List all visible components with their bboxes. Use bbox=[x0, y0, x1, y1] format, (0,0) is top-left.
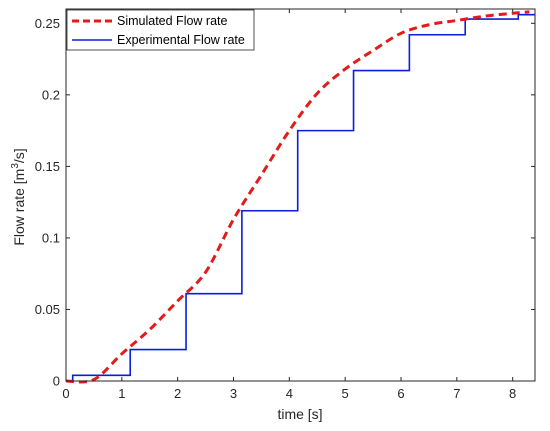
y-tick-label: 0.2 bbox=[42, 87, 60, 102]
series-line-experimental bbox=[66, 13, 535, 382]
legend-box bbox=[66, 9, 255, 51]
y-axis-label-superscript: 3 bbox=[10, 163, 21, 169]
x-tick-label: 8 bbox=[509, 386, 516, 401]
y-tick-label: 0 bbox=[53, 374, 60, 389]
x-axis-label: time [s] bbox=[277, 406, 322, 422]
x-tick-label: 1 bbox=[118, 386, 125, 401]
x-tick-label: 0 bbox=[62, 386, 69, 401]
y-axis-label-main: Flow rate [m bbox=[11, 169, 27, 246]
y-axis-label-unit: /s] bbox=[11, 148, 27, 163]
series-layer bbox=[65, 10, 535, 384]
x-tick-label: 3 bbox=[230, 386, 237, 401]
y-tick-labels: 0 0.05 0.1 0.15 0.2 0.25 bbox=[35, 16, 60, 389]
x-tick-labels: 0 1 2 3 4 5 6 7 8 bbox=[62, 386, 516, 401]
y-tick-label: 0.25 bbox=[35, 16, 60, 31]
legend-label-experimental: Experimental Flow rate bbox=[117, 33, 245, 47]
x-tick-label: 4 bbox=[286, 386, 293, 401]
plot-area bbox=[66, 9, 535, 381]
x-tick-label: 6 bbox=[397, 386, 404, 401]
y-tick-label: 0.15 bbox=[35, 159, 60, 174]
y-tick-label: 0.1 bbox=[42, 230, 60, 245]
y-tick-label: 0.05 bbox=[35, 302, 60, 317]
legend: Simulated Flow rate Experimental Flow ra… bbox=[66, 9, 255, 51]
plot-frame bbox=[65, 8, 536, 382]
y-axis-label: Flow rate [m3/s] bbox=[10, 148, 27, 245]
legend-label-simulated: Simulated Flow rate bbox=[117, 14, 228, 28]
x-tick-label: 2 bbox=[174, 386, 181, 401]
x-tick-label: 5 bbox=[342, 386, 349, 401]
x-tick-label: 7 bbox=[453, 386, 460, 401]
